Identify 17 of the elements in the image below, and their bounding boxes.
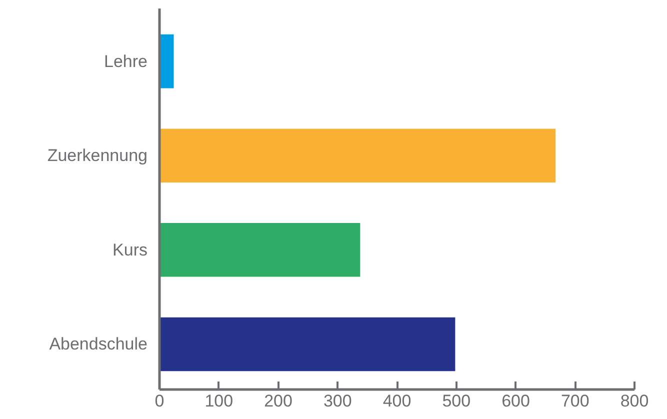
bar — [160, 34, 174, 88]
x-tick-label: 300 — [323, 392, 352, 410]
x-tick-label: 800 — [620, 392, 649, 410]
bar — [160, 317, 456, 372]
x-tick-label: 100 — [204, 392, 234, 410]
bar — [160, 128, 556, 182]
y-tick-label: Zuerkennung — [47, 146, 148, 166]
y-tick-label: Lehre — [104, 52, 148, 71]
x-tick-label: 200 — [264, 392, 292, 410]
y-tick-label: Abendschule — [49, 334, 148, 354]
x-tick-label: 400 — [382, 392, 412, 410]
x-tick-label: 500 — [442, 392, 471, 410]
y-tick-label: Kurs — [112, 240, 148, 260]
x-tick-label: 700 — [560, 392, 590, 410]
x-tick-label: 600 — [502, 392, 530, 410]
x-tick-label: 0 — [154, 392, 164, 410]
bar — [160, 223, 360, 277]
